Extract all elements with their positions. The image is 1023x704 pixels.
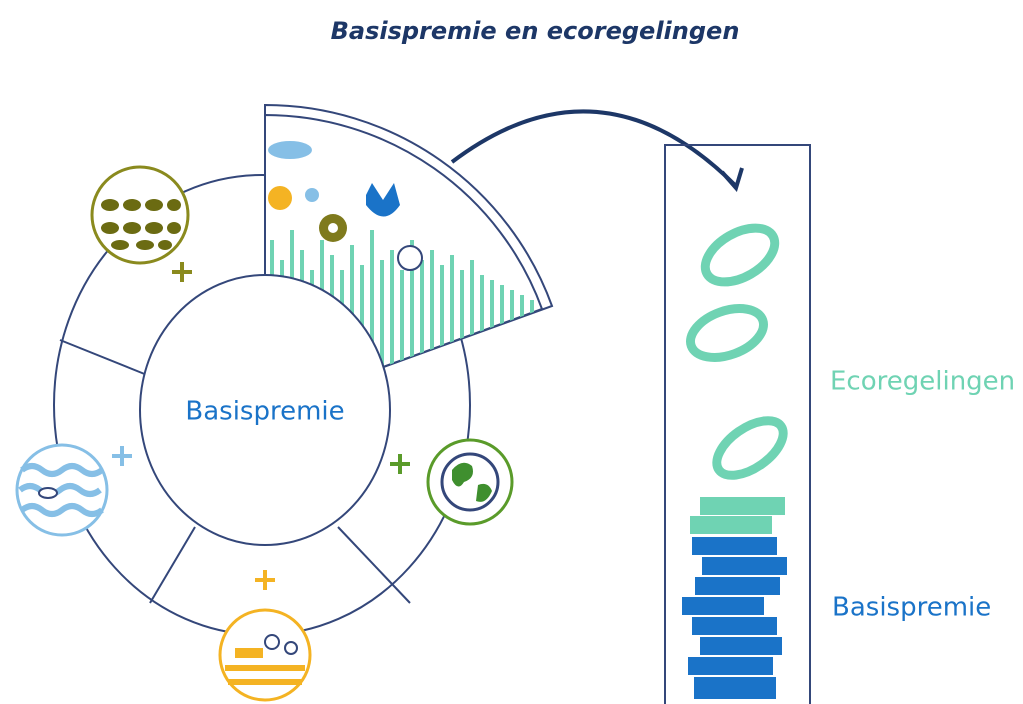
eco-coins xyxy=(684,217,793,486)
title: Basispremie en ecoregelingen xyxy=(331,17,740,45)
arrow xyxy=(452,111,742,188)
icon-water xyxy=(17,445,107,535)
icon-soil xyxy=(92,167,188,263)
base-label: Basispremie xyxy=(832,593,991,623)
center-label: Basispremie xyxy=(185,397,344,427)
icon-landscape xyxy=(220,610,310,700)
eco-label: Ecoregelingen xyxy=(830,367,1015,397)
coin-stack xyxy=(682,497,787,699)
icon-globe xyxy=(428,440,512,524)
illustration: Basispremie en ecoregelingen xyxy=(0,0,1023,704)
